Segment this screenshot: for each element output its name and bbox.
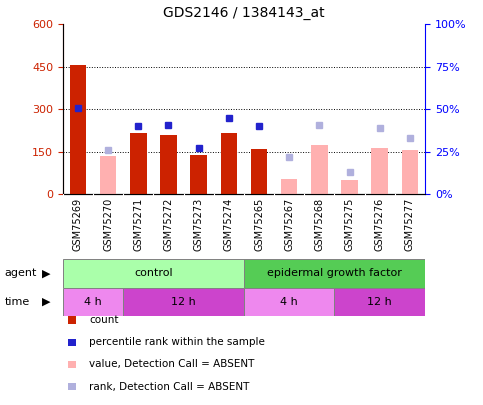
Text: control: control: [134, 269, 172, 278]
Bar: [244, 288, 334, 316]
Text: epidermal growth factor: epidermal growth factor: [267, 269, 402, 278]
Text: 12 h: 12 h: [368, 297, 392, 307]
Text: 4 h: 4 h: [280, 297, 298, 307]
Text: 4 h: 4 h: [84, 297, 102, 307]
Bar: [244, 259, 425, 288]
Text: GSM75267: GSM75267: [284, 198, 294, 251]
Text: GSM75270: GSM75270: [103, 198, 113, 251]
Bar: [70, 66, 86, 194]
Bar: [311, 145, 327, 194]
Bar: [281, 179, 298, 194]
Text: GSM75271: GSM75271: [133, 198, 143, 251]
Text: GSM75273: GSM75273: [194, 198, 204, 251]
Bar: [251, 149, 267, 194]
Bar: [402, 151, 418, 194]
Text: GSM75277: GSM75277: [405, 198, 415, 251]
Bar: [130, 134, 146, 194]
Text: ▶: ▶: [42, 297, 50, 307]
Text: count: count: [89, 315, 119, 325]
Text: GSM75269: GSM75269: [73, 198, 83, 251]
Bar: [371, 148, 388, 194]
Bar: [63, 259, 244, 288]
Text: value, Detection Call = ABSENT: value, Detection Call = ABSENT: [89, 360, 255, 369]
Title: GDS2146 / 1384143_at: GDS2146 / 1384143_at: [163, 6, 325, 21]
Text: agent: agent: [5, 269, 37, 278]
Bar: [63, 288, 123, 316]
Bar: [123, 288, 244, 316]
Bar: [190, 155, 207, 194]
Text: rank, Detection Call = ABSENT: rank, Detection Call = ABSENT: [89, 382, 250, 392]
Text: GSM75276: GSM75276: [375, 198, 385, 251]
Text: GSM75272: GSM75272: [163, 198, 173, 251]
Bar: [221, 134, 237, 194]
Bar: [100, 156, 116, 194]
Text: GSM75265: GSM75265: [254, 198, 264, 251]
Text: GSM75274: GSM75274: [224, 198, 234, 251]
Bar: [335, 288, 425, 316]
Bar: [341, 180, 358, 194]
Text: percentile rank within the sample: percentile rank within the sample: [89, 337, 265, 347]
Text: ▶: ▶: [42, 269, 50, 278]
Text: time: time: [5, 297, 30, 307]
Text: GSM75268: GSM75268: [314, 198, 325, 251]
Text: 12 h: 12 h: [171, 297, 196, 307]
Text: GSM75275: GSM75275: [344, 198, 355, 251]
Bar: [160, 135, 177, 194]
